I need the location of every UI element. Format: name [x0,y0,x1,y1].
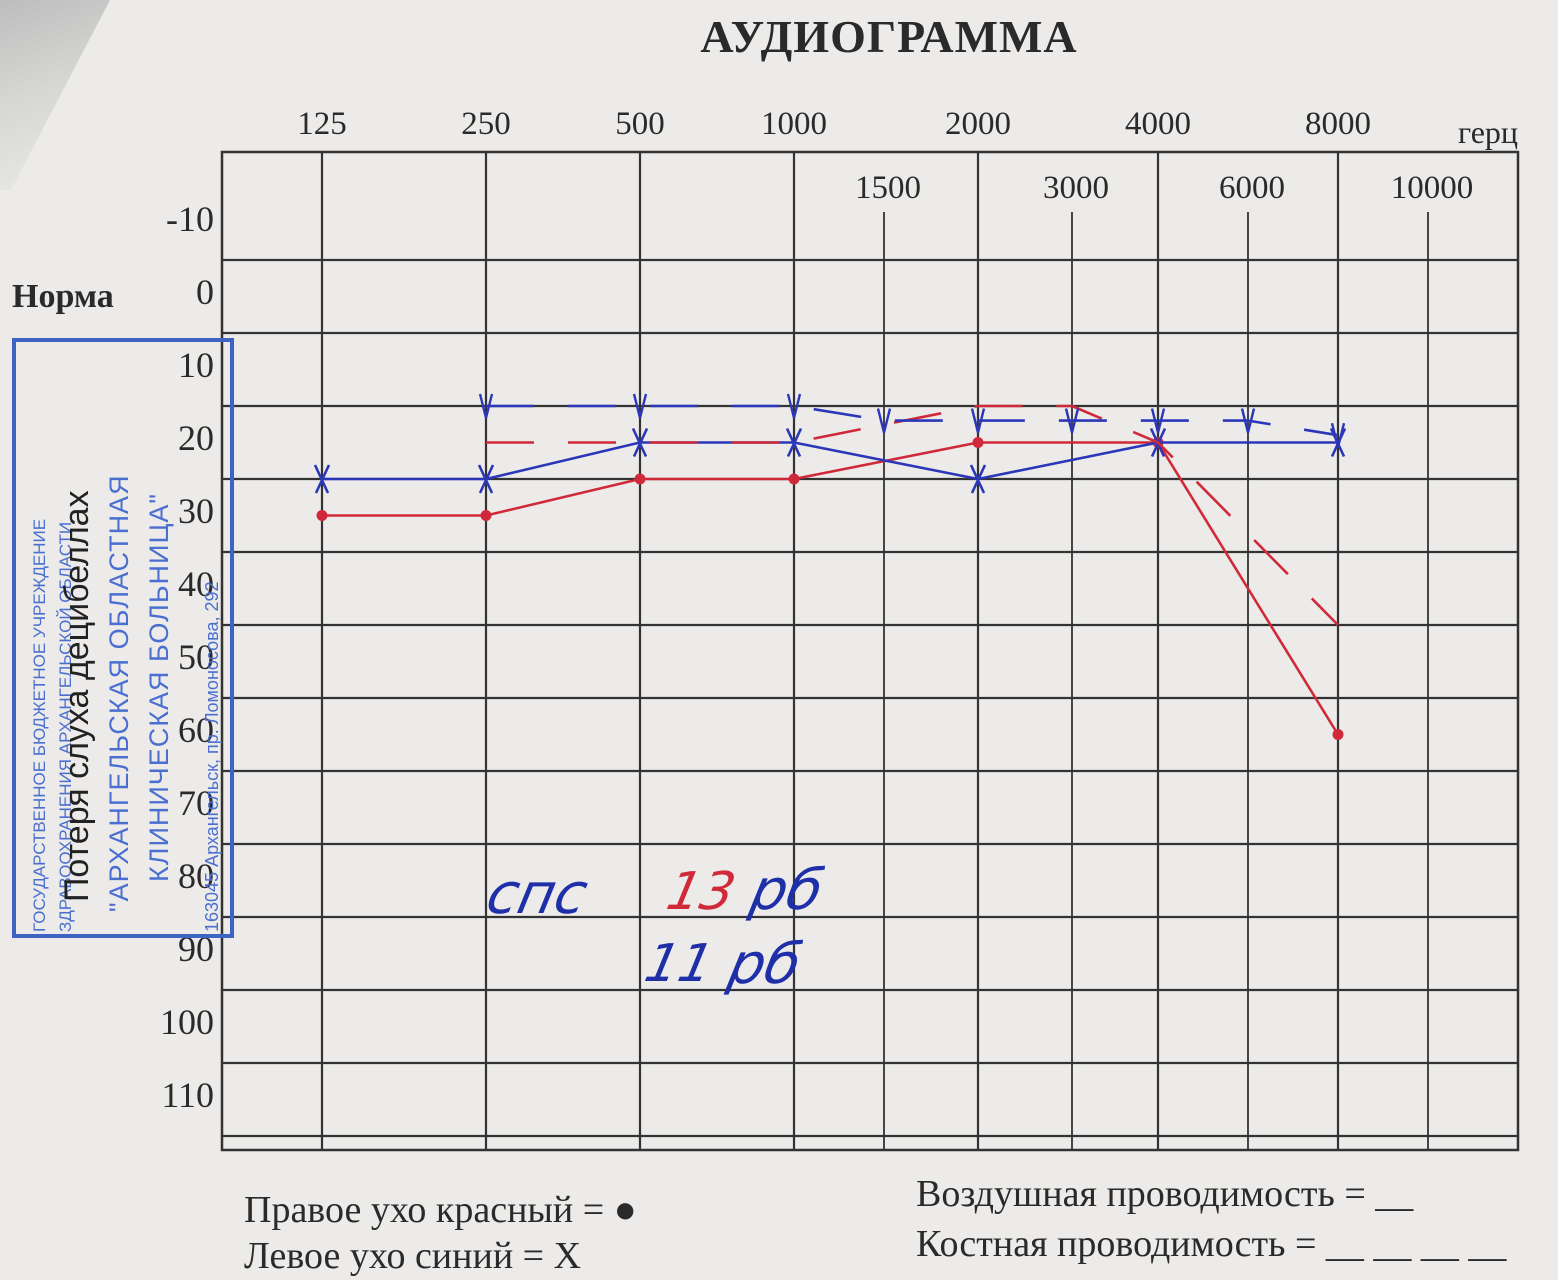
series-point-right-air [634,473,646,485]
handwritten-note-rb-1: рб [745,858,830,923]
x-axis-unit-label: герц [1458,114,1519,150]
y-tick-label: 30 [178,491,214,531]
legend-air-conduction: Воздушная проводимость = __ [916,1173,1414,1215]
x-tick-label: 500 [615,106,665,142]
x-tick-label: 250 [461,106,511,142]
x-tick-label: 4000 [1125,106,1191,142]
x-tick-label-secondary: 10000 [1390,170,1474,206]
series-point-right-air [316,510,328,521]
x-tick-label-secondary: 6000 [1219,170,1285,206]
series-point-left-air [631,427,649,458]
series-point-left-air [969,464,987,494]
x-tick-label: 1000 [761,106,827,142]
y-tick-label: 70 [178,783,214,823]
x-tick-label-secondary: 3000 [1043,170,1109,206]
stamp-line-1: ГОСУДАРСТВЕННОЕ БЮДЖЕТНОЕ УЧРЕЖДЕНИЕ [30,518,49,932]
handwritten-note-13: 13 [661,862,741,922]
series-line-right-bone [486,404,1339,626]
chart-grid [220,150,1520,1152]
series-point-right-air [480,510,492,521]
series-point-right-air [788,473,800,485]
x-tick-label: 2000 [945,106,1011,142]
series-point-right-air [1332,729,1344,740]
grid-frame [220,150,1520,1152]
y-tick-label: 60 [178,710,214,750]
y-tick-label: 20 [178,418,214,458]
handwritten-note-11: 11 [639,934,719,994]
legend-bone-conduction: Костная проводимость = __ __ __ __ [916,1223,1507,1265]
x-tick-label-secondary: 1500 [855,170,921,206]
y-tick-label: 80 [178,856,214,896]
series-point-right-air [972,437,984,448]
series-line-left-air [322,441,1338,481]
handwritten-note-rb-2: рб [723,932,808,997]
stamp-line-4: КЛИНИЧЕСКАЯ БОЛЬНИЦА" [144,492,174,882]
y-tick-label: 110 [161,1075,214,1115]
y-tick-label: 10 [178,345,214,385]
series-point-left-bone [970,408,986,433]
y-tick-label: 40 [178,564,214,604]
legend-right-ear: Правое ухо красный = ● [244,1189,637,1231]
series-point-left-bone [876,408,892,433]
series-point-left-bone [1064,408,1080,433]
x-tick-label: 8000 [1305,106,1371,142]
series-point-left-air [477,464,495,494]
y-tick-label: 100 [160,1002,214,1042]
series-point-left-bone [1240,408,1256,433]
y-tick-label: 50 [178,637,214,677]
y-tick-label: -10 [166,199,214,239]
page-title: АУДИОГРАММА [700,11,1078,62]
series-point-left-bone [1330,422,1346,448]
stamp-line-3: "АРХАНГЕЛЬСКАЯ ОБЛАСТНАЯ [104,474,134,912]
series-point-left-air [785,427,803,458]
series-point-left-bone [786,393,802,419]
series-layer [313,393,1347,740]
legend-left-ear: Левое ухо синий = X [244,1235,582,1277]
series-point-left-bone [478,393,494,419]
handwritten-note-spc: спс [481,862,594,927]
series-point-left-bone [632,393,648,419]
hospital-stamp: ГОСУДАРСТВЕННОЕ БЮДЖЕТНОЕ УЧРЕЖДЕНИЕ ЗДР… [12,338,234,938]
series-line-right-air [322,441,1340,736]
x-tick-label: 125 [297,106,347,142]
y-axis-caption: Потеря слуха децибеллах [58,490,96,902]
series-point-left-air [313,464,331,494]
series-line-left-bone [486,404,1339,437]
stamp-line-5: 163045 Архангельск, пр. Ломоносова, 292 [202,581,222,932]
series-point-left-bone [1150,408,1166,433]
norm-label: Норма [12,278,114,315]
y-tick-label: 0 [196,272,214,312]
